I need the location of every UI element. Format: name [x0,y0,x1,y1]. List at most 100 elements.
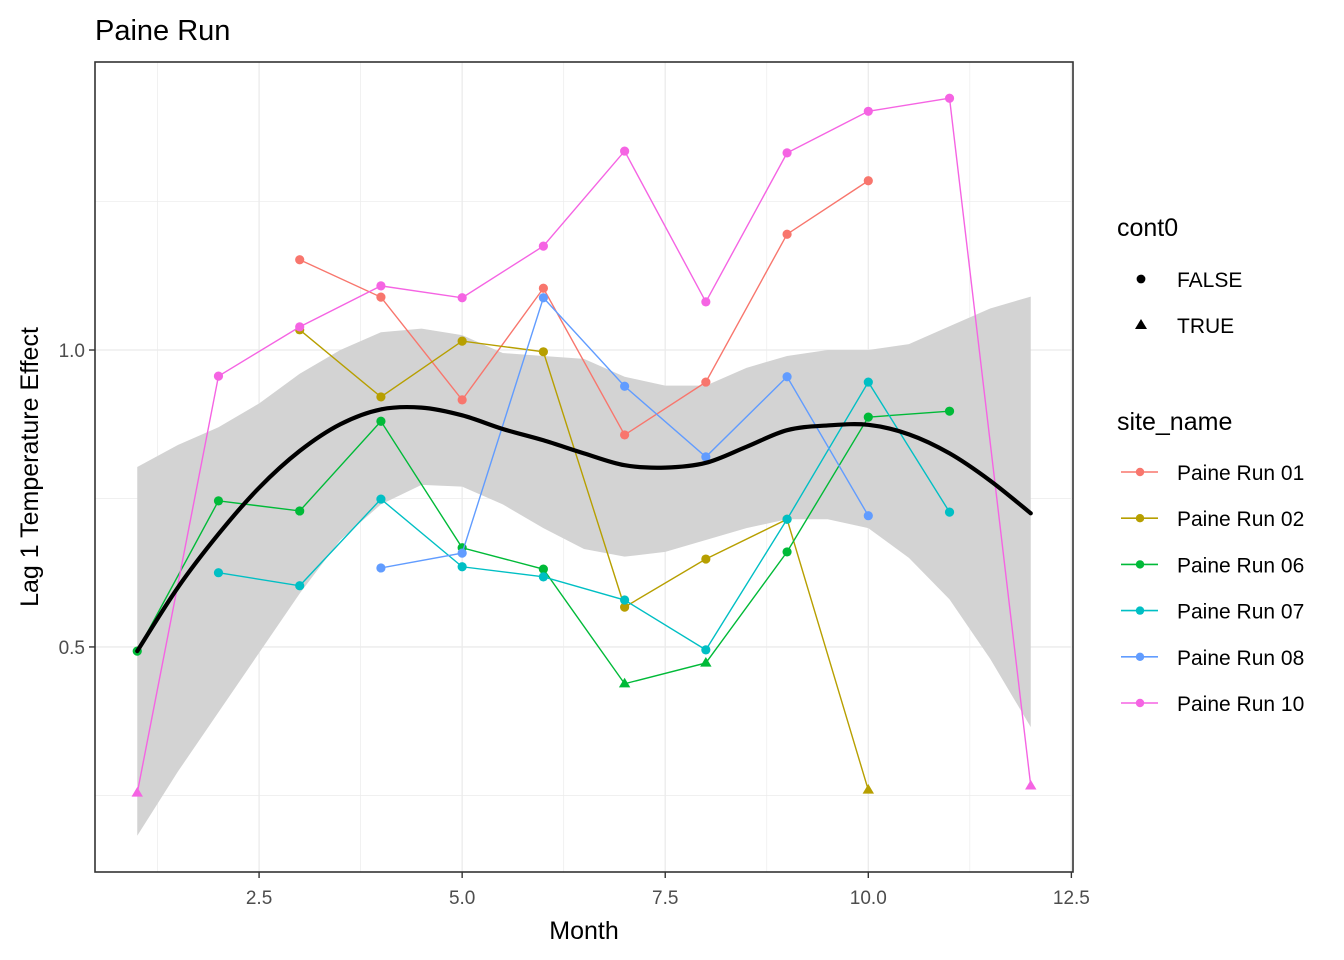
series-line [299,180,869,436]
data-point [213,371,224,381]
smooth-trend-line [135,404,1033,654]
data-point [782,514,792,524]
series-paine-run-01 [295,176,873,440]
series-line [299,329,869,791]
series-paine-run-08 [376,293,873,573]
y-axis-title: Lag 1 Temperature Effect [16,327,44,607]
data-point [295,581,305,591]
legend: cont0 FALSE TRUE site_name Paine Run 01 Paine… [1117,214,1304,716]
data-point [213,496,224,506]
data-point [376,292,386,302]
x-axis-title: Month [549,917,618,945]
data-point [538,241,548,251]
series-paine-run-06 [132,406,955,688]
data-point [620,146,630,156]
legend-key-point [1135,514,1145,523]
data-point [457,336,467,346]
legend-key-point [1135,698,1145,708]
y-axis: 0.5 1.0 [59,341,95,659]
data-point-triangle [862,784,875,794]
data-point [376,494,386,504]
data-point [701,377,711,387]
data-point [457,395,467,405]
legend-label: Paine Run 06 [1177,554,1304,577]
data-point [457,562,467,572]
data-point [863,412,873,422]
x-axis: 2.5 5.0 7.5 10.0 12.5 [246,872,1090,909]
data-point [376,563,386,573]
data-point [376,281,386,291]
data-point [701,645,711,655]
data-point [863,511,873,521]
data-point [701,554,711,564]
legend-key-point [1135,560,1145,569]
y-tick-label: 0.5 [59,638,85,659]
data-point [944,406,955,416]
data-point [782,372,792,382]
series-line [218,380,951,651]
data-point-triangle [131,787,143,797]
data-point [944,93,955,103]
data-point [782,148,792,158]
x-tick-label: 7.5 [652,888,678,909]
legend-key-point [1135,467,1145,477]
data-point-triangle [700,656,712,667]
legend-key-circle [1136,274,1146,284]
confidence-ribbon [137,296,1031,836]
data-point [620,381,630,391]
data-point [213,568,224,578]
legend-label: Paine Run 10 [1177,693,1304,716]
data-point [457,548,467,558]
data-point [782,547,792,557]
data-point [863,377,873,387]
legend-label: Paine Run 08 [1177,647,1304,670]
data-point [376,392,386,402]
data-point [863,176,873,186]
series-line [136,97,1032,794]
chart-title: Paine Run [95,15,230,47]
legend-key-point [1135,606,1145,615]
x-tick-label: 10.0 [850,888,887,909]
data-point [944,507,955,517]
data-point [620,430,630,440]
legend-label: Paine Run 02 [1177,508,1304,531]
legend-label: Paine Run 07 [1177,601,1304,624]
smooth-line-layer [135,404,1033,654]
data-point [376,416,386,426]
smooth-ribbon-layer [137,296,1031,836]
legend-title-cont0: cont0 [1117,214,1178,242]
data-point [295,506,305,516]
data-point [863,106,873,116]
series-paine-run-07 [213,377,955,655]
legend-key-triangle [1135,319,1147,329]
data-point [538,293,548,303]
panel-border [94,61,1074,873]
data-point [538,347,548,357]
gridlines [95,62,1073,872]
data-point [457,293,467,303]
legend-key-point [1135,652,1145,661]
series-paine-run-10 [131,93,1037,797]
data-point [295,322,305,332]
panel-frame [94,61,1074,873]
data-point [538,283,548,293]
data-point [538,564,548,574]
y-tick-label: 1.0 [59,341,85,362]
legend-title-site-name: site_name [1117,408,1232,436]
legend-label: Paine Run 01 [1177,462,1304,485]
x-tick-label: 12.5 [1053,888,1090,909]
data-point [295,255,305,265]
legend-label: TRUE [1177,315,1234,338]
legend-label: FALSE [1177,269,1242,292]
data-point [538,572,548,582]
x-tick-label: 5.0 [449,888,475,909]
x-tick-label: 2.5 [246,888,272,909]
data-point-triangle [1025,779,1037,790]
series-layer [131,93,1037,797]
data-point [782,229,792,239]
data-point [620,602,630,612]
data-point-triangle [618,677,631,688]
data-point [701,297,711,307]
data-point [620,595,630,605]
